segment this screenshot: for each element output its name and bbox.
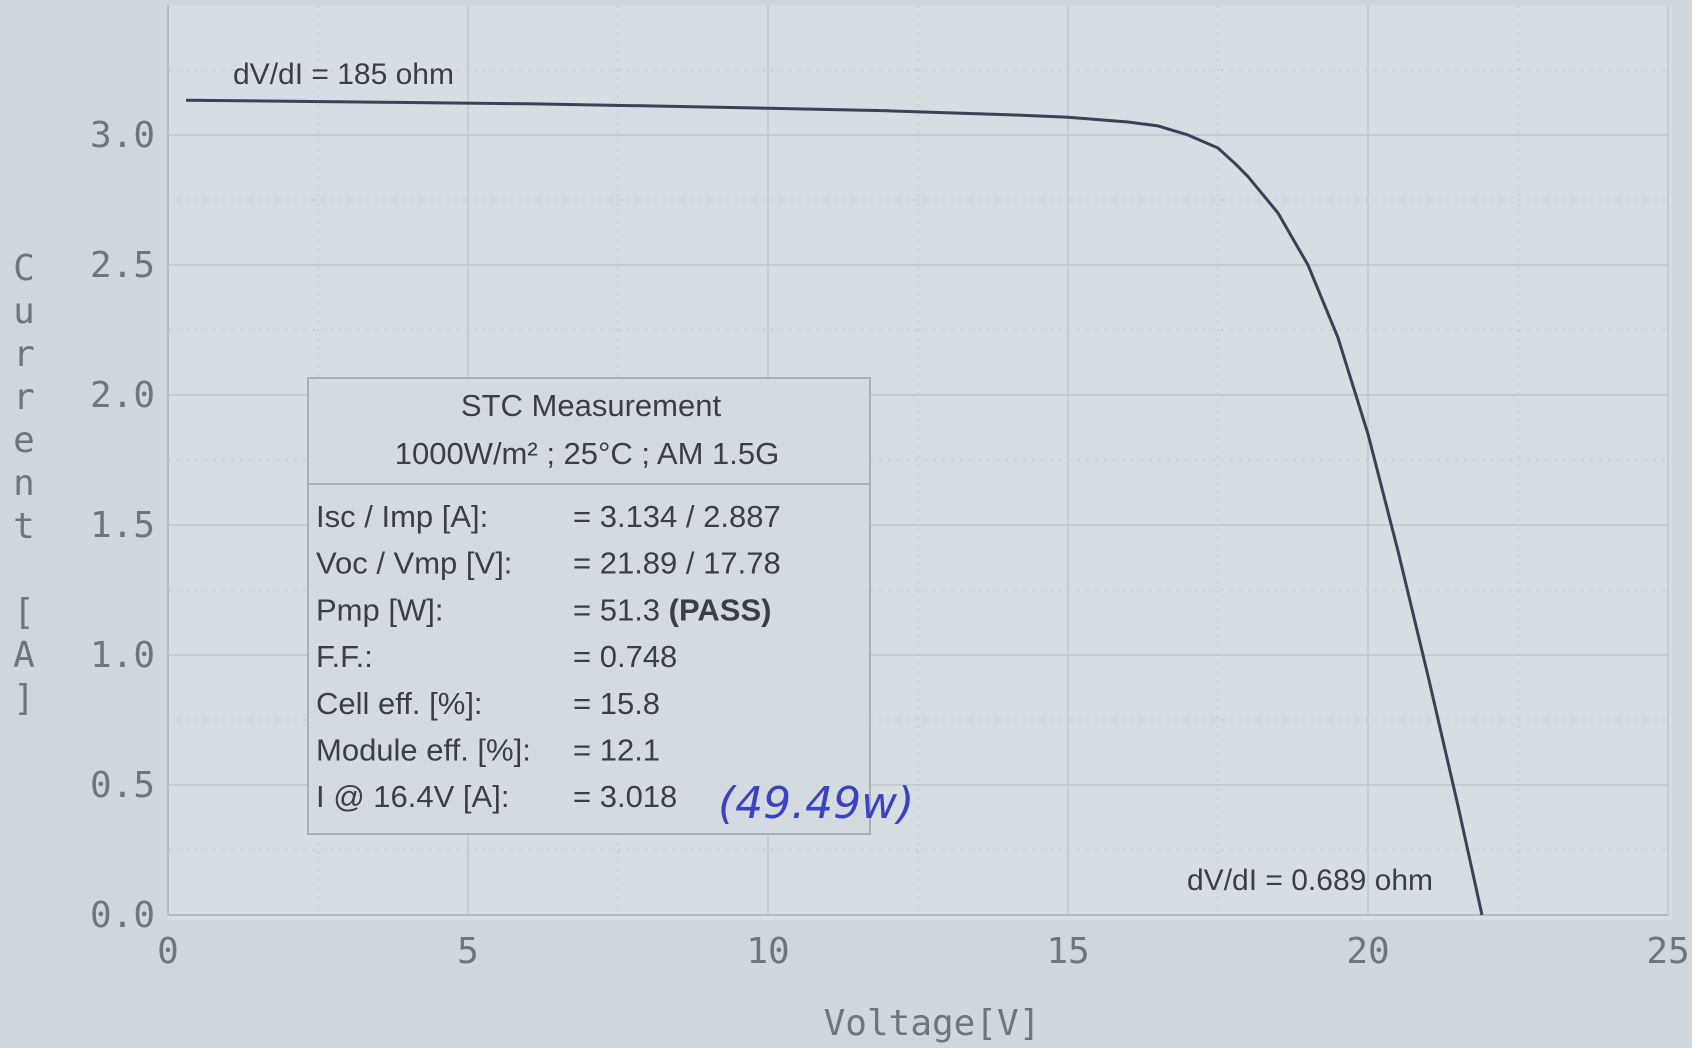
y-axis-label-char: t xyxy=(13,506,35,547)
y-tick-label-3: 1.5 xyxy=(90,505,155,546)
info-row-label-1: Voc / Vmp [V]: xyxy=(316,546,512,581)
info-row-value-2: = 51.3 (PASS) xyxy=(573,592,771,627)
info-row-value-4: = 15.8 xyxy=(573,686,660,721)
info-row-value-0: = 3.134 / 2.887 xyxy=(573,499,781,534)
x-tick-label-3: 15 xyxy=(1046,931,1089,972)
y-tick-label-4: 2.0 xyxy=(90,375,155,416)
annotation-top-left: dV/dI = 185 ohm xyxy=(233,58,454,91)
x-tick-label-0: 0 xyxy=(157,931,179,972)
y-axis-label-char: A xyxy=(13,635,35,676)
y-tick-label-5: 2.5 xyxy=(90,245,155,286)
iv-curve-series xyxy=(185,98,1484,916)
info-box-rows: Isc / Imp [A]: = 3.134 / 2.887 Voc / Vmp [… xyxy=(316,499,781,814)
x-tick-label-5: 25 xyxy=(1646,931,1689,972)
info-row-label-5: Module eff. [%]: xyxy=(316,733,531,768)
y-axis-label-char: ] xyxy=(13,678,35,719)
y-tick-label-0: 0.0 xyxy=(90,895,155,936)
y-axis-label-char: e xyxy=(13,420,35,461)
handwritten-note: (49.49w) xyxy=(718,778,914,829)
x-axis-label: Voltage[V] xyxy=(824,1003,1041,1044)
y-axis-label-char: [ xyxy=(13,592,35,633)
y-axis-label-char: r xyxy=(13,377,35,418)
x-axis-ticks: 0 5 10 15 20 25 xyxy=(157,931,1690,972)
info-box-title: STC Measurement xyxy=(461,388,722,423)
info-row-label-4: Cell eff. [%]: xyxy=(316,686,483,721)
info-box-frame xyxy=(307,377,871,835)
info-row-label-6: I @ 16.4V [A]: xyxy=(316,779,509,814)
y-axis-label-char: C xyxy=(13,248,35,289)
annotation-bottom-right: dV/dI = 0.689 ohm xyxy=(1187,864,1433,897)
info-box-subtitle: 1000W/m² ; 25°C ; AM 1.5G xyxy=(395,436,780,471)
info-row-label-2: Pmp [W]: xyxy=(316,592,443,627)
y-axis-label-char: n xyxy=(13,463,35,504)
y-tick-label-2: 1.0 xyxy=(90,635,155,676)
y-axis-ticks: 0.0 0.5 1.0 1.5 2.0 2.5 3.0 xyxy=(90,115,155,936)
info-row-label-3: F.F.: xyxy=(316,639,373,674)
info-box: STC Measurement 1000W/m² ; 25°C ; AM 1.5… xyxy=(307,377,914,835)
info-row-value-3: = 0.748 xyxy=(573,639,677,674)
x-tick-label-4: 20 xyxy=(1346,931,1389,972)
y-axis-label-char: u xyxy=(13,291,35,332)
x-tick-label-1: 5 xyxy=(457,931,479,972)
info-row-status-2: (PASS) xyxy=(660,592,771,627)
info-row-value-6: = 3.018 xyxy=(573,779,677,814)
y-tick-label-6: 3.0 xyxy=(90,115,155,156)
info-row-value-5: = 12.1 xyxy=(573,733,660,768)
y-axis-label-char: r xyxy=(13,334,35,375)
x-tick-label-2: 10 xyxy=(746,931,789,972)
info-row-label-0: Isc / Imp [A]: xyxy=(316,499,488,534)
info-row-value-1: = 21.89 / 17.78 xyxy=(573,546,781,581)
y-tick-label-1: 0.5 xyxy=(90,765,155,806)
